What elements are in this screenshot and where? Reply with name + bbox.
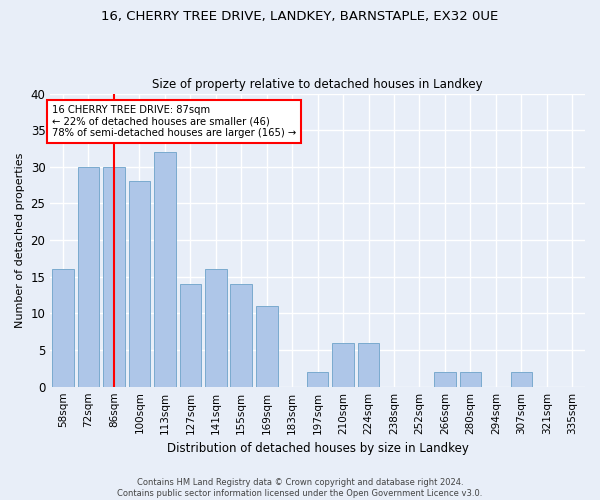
Bar — [179, 284, 201, 386]
Bar — [128, 182, 150, 386]
Bar — [358, 342, 379, 386]
X-axis label: Distribution of detached houses by size in Landkey: Distribution of detached houses by size … — [167, 442, 469, 455]
Bar — [103, 167, 125, 386]
Bar — [307, 372, 328, 386]
Text: 16, CHERRY TREE DRIVE, LANDKEY, BARNSTAPLE, EX32 0UE: 16, CHERRY TREE DRIVE, LANDKEY, BARNSTAP… — [101, 10, 499, 23]
Bar — [205, 270, 227, 386]
Y-axis label: Number of detached properties: Number of detached properties — [15, 152, 25, 328]
Bar — [52, 270, 74, 386]
Bar — [460, 372, 481, 386]
Bar — [332, 342, 354, 386]
Bar — [77, 167, 100, 386]
Text: 16 CHERRY TREE DRIVE: 87sqm
← 22% of detached houses are smaller (46)
78% of sem: 16 CHERRY TREE DRIVE: 87sqm ← 22% of det… — [52, 104, 296, 138]
Title: Size of property relative to detached houses in Landkey: Size of property relative to detached ho… — [152, 78, 483, 91]
Bar — [511, 372, 532, 386]
Bar — [256, 306, 278, 386]
Bar — [230, 284, 252, 386]
Text: Contains HM Land Registry data © Crown copyright and database right 2024.
Contai: Contains HM Land Registry data © Crown c… — [118, 478, 482, 498]
Bar — [154, 152, 176, 386]
Bar — [434, 372, 456, 386]
